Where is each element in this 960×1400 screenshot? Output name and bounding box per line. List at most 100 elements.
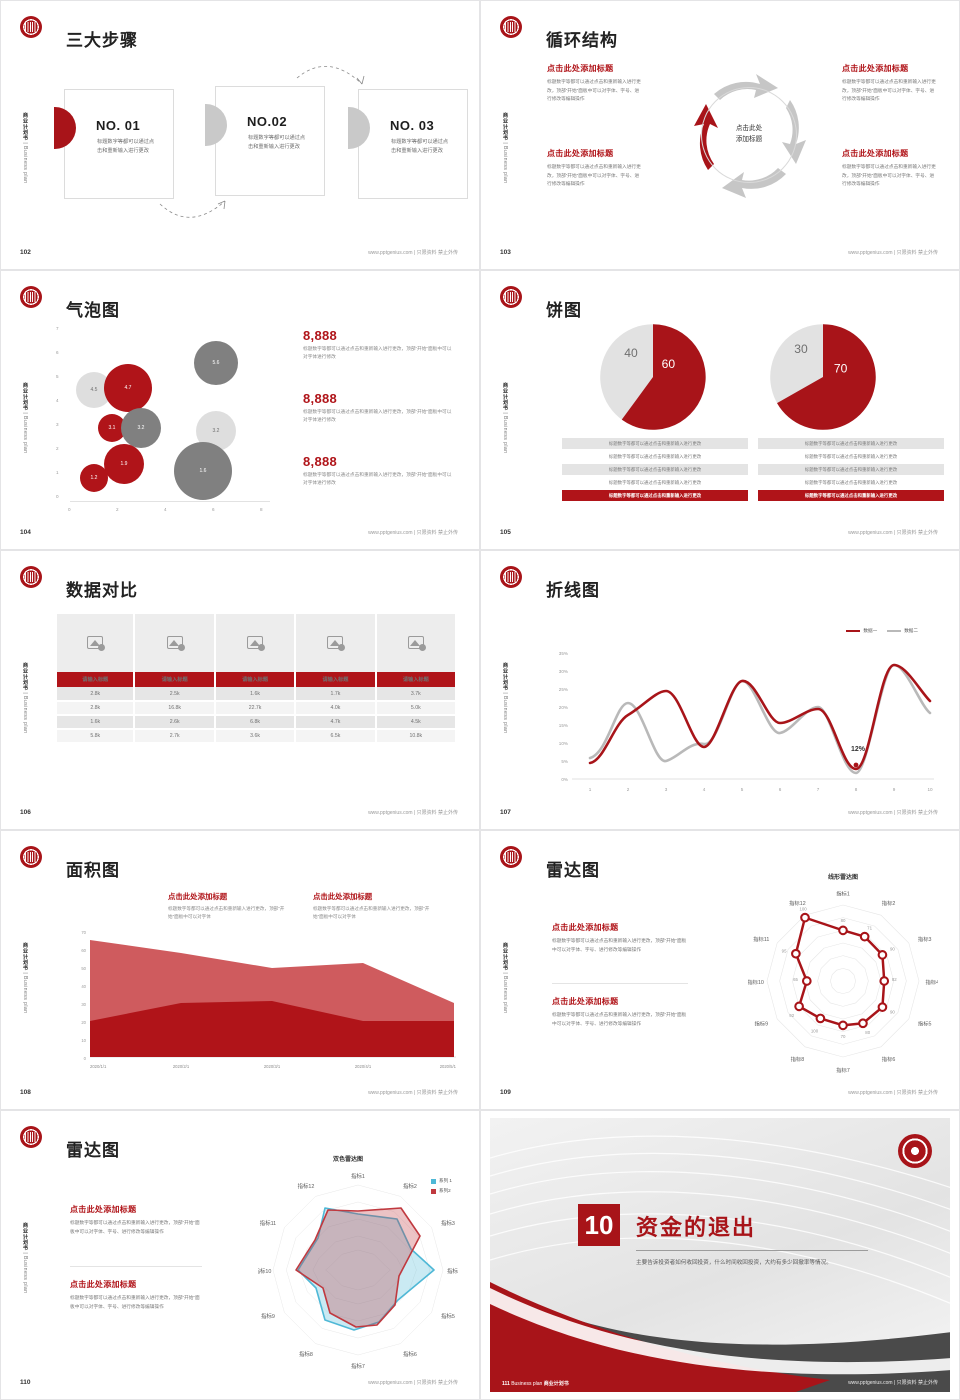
seal-logo-icon (20, 1126, 42, 1148)
side-label: 商业计划书 | Business plan (22, 112, 28, 184)
svg-text:2: 2 (627, 787, 630, 792)
table-cell: 2.5k (134, 687, 216, 702)
legend-bar[interactable]: 标题数字等都可以通过点击和重新输入进行更改 (804, 479, 898, 485)
svg-text:指标5: 指标5 (441, 1312, 455, 1320)
block-title: 点击此处添加标题 (70, 1205, 137, 1214)
radar-block-2[interactable]: 点击此处添加标题 标题数字等都可以通过点击和重新输入进行更改，顶部“开始”面板中… (552, 996, 688, 1028)
page-number: 102 (20, 249, 31, 256)
area-block-2[interactable]: 点击此处添加标题 标题数字等都可以通过点击和重新输入进行更改，顶部“开始”面板中… (313, 891, 431, 922)
image-placeholder-cell[interactable] (57, 614, 136, 672)
radar-block-1[interactable]: 点击此处添加标题 标题数字等都可以通过点击和重新输入进行更改，顶部“开始”面板中… (70, 1204, 202, 1236)
step-card-1[interactable]: NO. 01 标题数字等都可以通过点击和重新输入进行更改 (54, 89, 174, 199)
step-card-2[interactable]: NO.02 标题数字等都可以通过点击和重新输入进行更改 (205, 86, 325, 196)
table-cell: 5.8k (57, 729, 136, 744)
side-label: 商业计划书 | Business plan (22, 382, 28, 454)
svg-text:指标3: 指标3 (918, 935, 932, 943)
table-cell: 22.7k (214, 701, 297, 716)
image-placeholder-cell[interactable] (134, 614, 216, 672)
line-chart-legend: 数据一 数据二 (846, 628, 918, 634)
legend-bar-active[interactable]: 标题数字等都可以通过点击和重新输入进行更改 (758, 490, 944, 501)
step-card-3[interactable]: NO. 03 标题数字等都可以通过点击和重新输入进行更改 (348, 89, 468, 199)
image-placeholder-cell[interactable] (375, 614, 458, 672)
block-title: 点击此处添加标题 (313, 892, 373, 901)
cycle-block-bottom-left[interactable]: 点击此处添加标题 标题数字等都可以通过点击和重新输入进行更改，顶部“开始”面板中… (547, 148, 643, 189)
x-axis-line (70, 501, 270, 502)
cycle-center-label[interactable]: 点击此处 添加标题 (701, 87, 797, 183)
x-tick: 0 (68, 507, 71, 512)
block-body: 标题数字等都可以通过点击和重新输入进行更改，顶部“开始”面板中可以对字体、字号、… (552, 1012, 687, 1026)
table-row-images (57, 614, 458, 672)
legend-bar[interactable]: 标题数字等都可以通过点击和重新输入进行更改 (758, 438, 944, 449)
step-marker-1 (54, 107, 76, 149)
table-cell: 2.8k (57, 687, 136, 702)
bubble-point: 5.6 (194, 341, 238, 385)
legend-swatch (430, 1178, 436, 1184)
block-title: 点击此处添加标题 (168, 892, 228, 901)
legend-bar[interactable]: 标题数字等都可以通过点击和重新输入进行更改 (608, 479, 702, 485)
step-desc: 标题数字等都可以通过点击和重新输入进行更改 (97, 139, 155, 155)
seal-logo-icon (898, 1134, 932, 1168)
y-axis-ticks: 70 60 50 40 30 20 10 0 (81, 930, 86, 1061)
legend-bar[interactable]: 标题数字等都可以通过点击和重新输入进行更改 (562, 464, 748, 475)
legend-bar[interactable]: 标题数字等都可以通过点击和重新输入进行更改 (562, 438, 748, 449)
svg-text:4: 4 (703, 787, 706, 792)
bubble-point: 1.9 (104, 444, 144, 484)
table-row: 5.8k 2.7k 3.6k 6.5k 10.8k (57, 729, 458, 744)
slide-103: 商业计划书 | Business plan 循环结构 点击此处添加标题 标题数字… (480, 0, 960, 270)
svg-text:指标10: 指标10 (748, 978, 764, 986)
area-chart: 70 60 50 40 30 20 10 0 2020/1/1 2020/2/1 2020/… (81, 930, 456, 1069)
svg-text:指标11: 指标11 (260, 1219, 276, 1227)
cycle-block-top-left[interactable]: 点击此处添加标题 标题数字等都可以通过点击和重新输入进行更改，顶部“开始”面板中… (547, 63, 643, 104)
block-body: 标题数字等都可以通过点击和重新输入进行更改，顶部“开始”面板中可以对字体 (168, 906, 285, 920)
table-cell: 10.8k (375, 729, 458, 744)
y-tick: 0 (56, 494, 59, 499)
legend-bar[interactable]: 标题数字等都可以通过点击和重新输入进行更改 (608, 453, 702, 459)
cycle-block-bottom-right[interactable]: 点击此处添加标题 标题数字等都可以通过点击和重新输入进行更改，顶部“开始”面板中… (842, 148, 938, 189)
table-cell: 2.6k (134, 715, 216, 730)
table-cell: 2.7k (134, 729, 216, 744)
table-header-row: 请输入标题 请输入标题 请输入标题 请输入标题 请输入标题 (57, 672, 458, 687)
page-number: 110 (20, 1379, 31, 1386)
stat-value: 8,888 (303, 328, 338, 343)
svg-text:20: 20 (81, 1020, 86, 1025)
cover-decoration (490, 1135, 950, 1392)
image-placeholder-cell[interactable] (214, 614, 297, 672)
radar-chart-dual: 指标1 指标2 指标3 指标4 指标5 指标6 指标7 指标8 指标9 指标10… (258, 1172, 458, 1370)
svg-text:8: 8 (855, 787, 858, 792)
svg-text:指标7: 指标7 (836, 1066, 850, 1074)
radar-axis-labels: 指标1 指标2 指标3 指标4 指标5 指标6 指标7 指标8 指标9 指标10… (258, 1172, 458, 1370)
radar-block-1[interactable]: 点击此处添加标题 标题数字等都可以通过点击和重新输入进行更改，顶部“开始”面板中… (552, 922, 688, 954)
line-chart: 35% 30% 25% 20% 15% 10% 5% 0% 1 2 3 4 5 6 7 8 9 10 1… (559, 651, 934, 792)
pie-chart-right: 70 30 (770, 324, 876, 430)
step-desc: 标题数字等都可以通过点击和重新输入进行更改 (248, 135, 306, 151)
area-block-1[interactable]: 点击此处添加标题 标题数字等都可以通过点击和重新输入进行更改，顶部“开始”面板中… (168, 891, 286, 922)
divider (552, 983, 688, 984)
image-placeholder-cell[interactable] (295, 614, 377, 672)
legend-bar[interactable]: 标题数字等都可以通过点击和重新输入进行更改 (804, 453, 898, 459)
footer-text: www.pptgenius.com | 只限资料 禁止外传 (848, 250, 938, 256)
side-label: 商业计划书 | Business plan (22, 662, 28, 734)
pie-slice-label: 60 (662, 357, 676, 371)
legend-bar[interactable]: 标题数字等都可以通过点击和重新输入进行更改 (758, 464, 944, 475)
legend-swatch (846, 630, 861, 632)
image-placeholder-icon (166, 635, 185, 651)
svg-text:70: 70 (841, 1034, 846, 1039)
footer-en: Business plan (511, 1381, 543, 1387)
slide-110: 商业计划书 | Business plan 雷达图 双色雷达图 点击此处添加标题… (0, 1110, 480, 1400)
page-title: 气泡图 (66, 301, 120, 320)
svg-text:92: 92 (789, 1013, 794, 1018)
y-tick: 1 (56, 470, 59, 475)
radar-block-2[interactable]: 点击此处添加标题 标题数字等都可以通过点击和重新输入进行更改，顶部“开始”面板中… (70, 1279, 202, 1311)
block-body: 标题数字等都可以通过点击和重新输入进行更改，顶部“开始”面板中可以对字体、字号、… (70, 1295, 200, 1309)
legend-swatch (430, 1188, 436, 1194)
page-number: 106 (20, 809, 31, 816)
cycle-block-top-right[interactable]: 点击此处添加标题 标题数字等都可以通过点击和重新输入进行更改，顶部“开始”面板中… (842, 63, 938, 104)
svg-text:9: 9 (893, 787, 896, 792)
step-marker-2 (205, 104, 227, 146)
seal-logo-icon (500, 846, 522, 868)
bubble-point: 4.7 (104, 364, 152, 412)
svg-text:指标9: 指标9 (755, 1020, 769, 1028)
pie-legend-right: 标题数字等都可以通过点击和重新输入进行更改 标题数字等都可以通过点击和重新输入进… (758, 438, 944, 503)
legend-bar-active[interactable]: 标题数字等都可以通过点击和重新输入进行更改 (562, 490, 748, 501)
legend-label: 数据二 (904, 628, 918, 633)
